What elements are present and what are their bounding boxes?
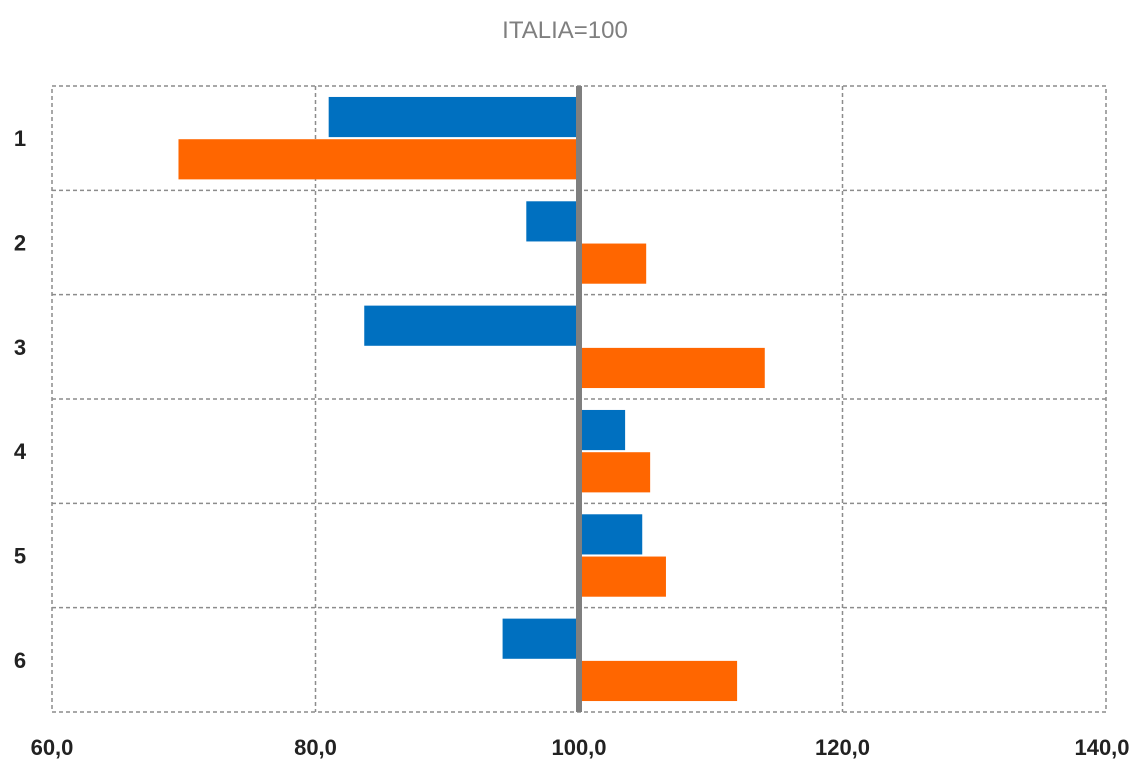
category-label: 6 (14, 648, 26, 673)
bar-series1-cat-5 (579, 514, 643, 555)
bar-series2-cat-5 (579, 556, 666, 597)
bar-series1-cat-2 (526, 201, 579, 242)
bar-series1-cat-1 (328, 96, 579, 138)
bar-series2-cat-6 (579, 660, 738, 702)
bar-series2-cat-2 (579, 243, 647, 284)
x-tick-labels: 60,0 80,0 100,0 120,0 140,0 (31, 735, 1130, 760)
category-label: 4 (14, 439, 27, 464)
x-tick-label: 100,0 (551, 735, 606, 760)
x-tick-label: 60,0 (31, 735, 74, 760)
bar-series1-cat-6 (502, 618, 579, 659)
category-label: 3 (14, 335, 26, 360)
x-tick-label: 80,0 (294, 735, 337, 760)
bar-series1-cat-3 (364, 305, 579, 346)
bars (178, 96, 765, 702)
category-label: 5 (14, 544, 26, 569)
x-tick-label: 140,0 (1074, 735, 1129, 760)
category-labels: 1 2 3 4 5 6 (14, 126, 27, 673)
category-label: 1 (14, 126, 26, 151)
category-label: 2 (14, 231, 26, 256)
bar-series2-cat-4 (579, 452, 651, 493)
bar-series2-cat-1 (178, 139, 580, 180)
bar-series2-cat-3 (579, 347, 765, 389)
bar-series1-cat-4 (579, 409, 626, 451)
chart-title: ITALIA=100 (502, 17, 628, 44)
x-tick-label: 120,0 (815, 735, 870, 760)
